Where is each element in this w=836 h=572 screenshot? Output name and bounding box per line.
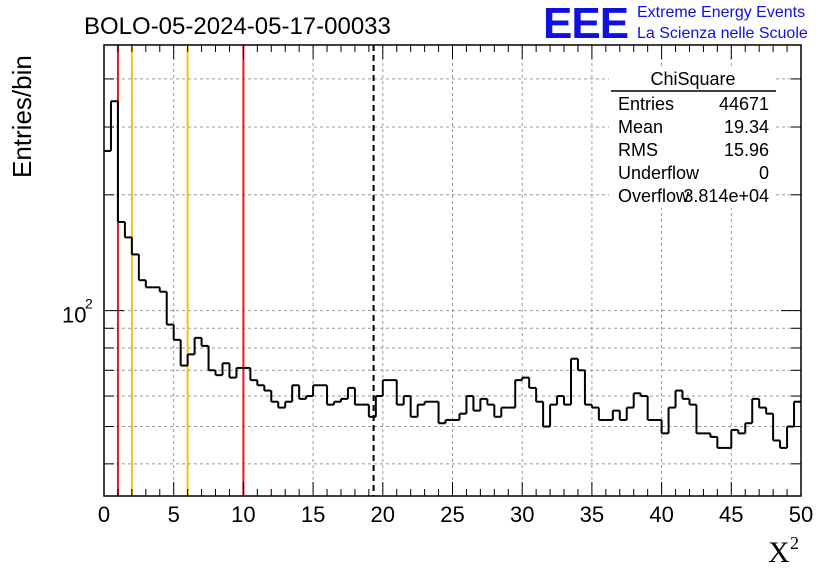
stats-row-label: Mean xyxy=(618,117,663,137)
x-tick-label: 35 xyxy=(580,502,604,527)
eee-logo: EEE xyxy=(543,0,629,48)
stats-row-label: RMS xyxy=(618,140,658,160)
x-tick-label: 40 xyxy=(649,502,673,527)
x-tick-label: 30 xyxy=(510,502,534,527)
stats-row-value: 15.96 xyxy=(724,140,769,160)
x-tick-label: 45 xyxy=(719,502,743,527)
stats-row-value: 3.814e+04 xyxy=(683,186,769,206)
histogram-series xyxy=(104,100,801,449)
x-axis-label: X 2 xyxy=(768,533,799,569)
stats-title: ChiSquare xyxy=(650,69,735,89)
y-axis-label: Entries/bin xyxy=(7,55,37,178)
x-tick-label: 20 xyxy=(371,502,395,527)
x-axis-label-superscript: 2 xyxy=(790,533,799,553)
x-tick-label: 5 xyxy=(168,502,180,527)
x-tick-label: 10 xyxy=(231,502,255,527)
stats-row-value: 0 xyxy=(759,163,769,183)
stats-box: ChiSquare Entries 44671 Mean 19.34 RMS 15.96 Un… xyxy=(609,68,776,208)
y-tick-label: 10 xyxy=(62,303,86,328)
x-tick-label: 50 xyxy=(789,502,813,527)
y-tick-label-exponent: 2 xyxy=(85,296,93,312)
stats-row-label: Entries xyxy=(618,94,674,114)
logo-line-1: Extreme Energy Events xyxy=(637,4,806,21)
x-tick-label: 25 xyxy=(440,502,464,527)
x-tick-label: 0 xyxy=(98,502,110,527)
stats-row-value: 44671 xyxy=(719,94,769,114)
stats-row-value: 19.34 xyxy=(724,117,769,137)
x-tick-label: 15 xyxy=(301,502,325,527)
logo-line-2: La Scienza nelle Scuole xyxy=(637,25,808,42)
stats-row-label: Underflow xyxy=(618,163,700,183)
histogram-title: BOLO-05-2024-05-17-00033 xyxy=(84,13,391,40)
x-axis-label-base: X xyxy=(768,536,790,569)
stats-row-label: Overflow xyxy=(618,186,690,206)
